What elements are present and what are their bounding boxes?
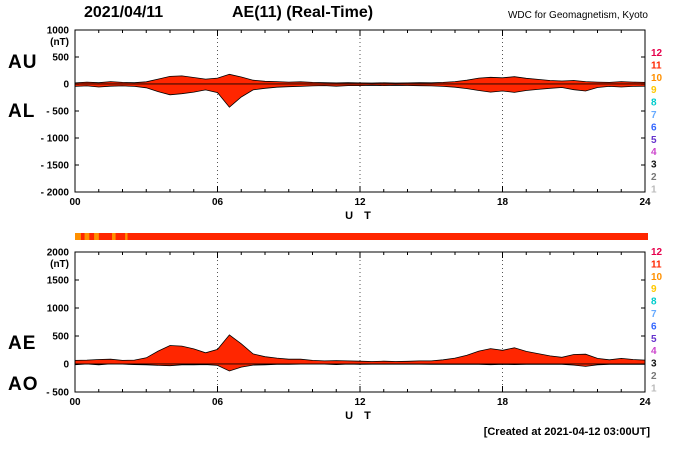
station-count-legend-item: 2: [651, 371, 657, 382]
plot-date: 2021/04/11: [84, 4, 164, 21]
y-axis-unit-label: (nT): [50, 259, 69, 270]
station-count-legend-item: 12: [651, 48, 663, 59]
y-tick-label: 1500: [47, 276, 70, 287]
y-tick-label: 1000: [47, 304, 70, 315]
ao-series-label: AO: [8, 374, 39, 395]
y-tick-label: - 1500: [41, 161, 70, 172]
station-count-legend-item: 3: [651, 160, 657, 171]
station-count-legend-item: 3: [651, 359, 657, 370]
x-tick-label: 12: [354, 397, 366, 408]
y-tick-label: - 500: [46, 107, 69, 118]
x-tick-label: 18: [497, 197, 509, 208]
station-count-legend-item: 6: [651, 321, 657, 332]
station-count-legend-item: 4: [651, 346, 657, 357]
station-count-legend-item: 7: [651, 309, 657, 320]
station-count-legend-item: 9: [651, 85, 657, 96]
x-tick-label: 00: [69, 197, 81, 208]
station-count-bar-segment: [94, 233, 99, 240]
station-count-legend-item: 9: [651, 284, 657, 295]
series-ao: [74, 363, 646, 372]
y-tick-label: - 500: [46, 388, 69, 399]
y-tick-label: 0: [63, 360, 69, 371]
series-al: [74, 83, 646, 108]
station-count-legend-item: 10: [651, 272, 663, 283]
station-count-legend-item: 5: [651, 135, 657, 146]
y-tick-label: 500: [52, 332, 69, 343]
station-count-legend-item: 11: [651, 259, 662, 270]
station-count-legend-item: 11: [651, 60, 662, 71]
created-at-label: [Created at 2021-04-12 03:00UT]: [483, 426, 650, 438]
y-tick-label: 0: [63, 80, 69, 91]
station-count-legend-item: 4: [651, 147, 657, 158]
station-count-bar: [75, 233, 648, 240]
x-tick-label: 06: [212, 397, 224, 408]
x-tick-label: 00: [69, 397, 81, 408]
ut-axis-label: U T: [345, 210, 375, 222]
y-tick-label: - 1000: [41, 134, 70, 145]
x-tick-label: 24: [639, 197, 651, 208]
station-count-bar-segment: [75, 233, 81, 240]
station-count-legend-item: 7: [651, 110, 657, 121]
station-count-legend-item: 1: [651, 383, 657, 394]
station-count-legend-item: 8: [651, 98, 657, 109]
station-count-bar-segment: [125, 233, 128, 240]
series-ae: [74, 334, 646, 365]
series-au: [74, 73, 646, 85]
al-series-label: AL: [8, 101, 36, 122]
au-series-label: AU: [8, 52, 38, 73]
station-count-legend-item: 8: [651, 297, 657, 308]
y-tick-label: - 2000: [41, 188, 70, 199]
station-count-bar-segment: [112, 233, 116, 240]
x-tick-label: 12: [354, 197, 366, 208]
page-title: AE(11) (Real-Time): [232, 4, 374, 21]
ut-axis-label: U T: [345, 410, 375, 422]
station-count-legend-item: 5: [651, 334, 657, 345]
station-count-legend-item: 2: [651, 172, 657, 183]
station-count-legend-item: 1: [651, 184, 657, 195]
y-tick-label: 1000: [47, 26, 70, 37]
x-tick-label: 06: [212, 197, 224, 208]
y-tick-label: 2000: [47, 248, 70, 259]
x-tick-label: 24: [639, 397, 651, 408]
y-axis-unit-label: (nT): [50, 37, 69, 48]
station-count-bar-segment: [84, 233, 90, 240]
source-credit: WDC for Geomagnetism, Kyoto: [507, 10, 648, 21]
x-tick-label: 18: [497, 397, 509, 408]
station-count-legend-item: 6: [651, 122, 657, 133]
station-count-legend-item: 10: [651, 73, 663, 84]
y-tick-label: 500: [52, 53, 69, 64]
ae-series-label: AE: [8, 333, 37, 354]
station-count-legend-item: 12: [651, 247, 663, 258]
